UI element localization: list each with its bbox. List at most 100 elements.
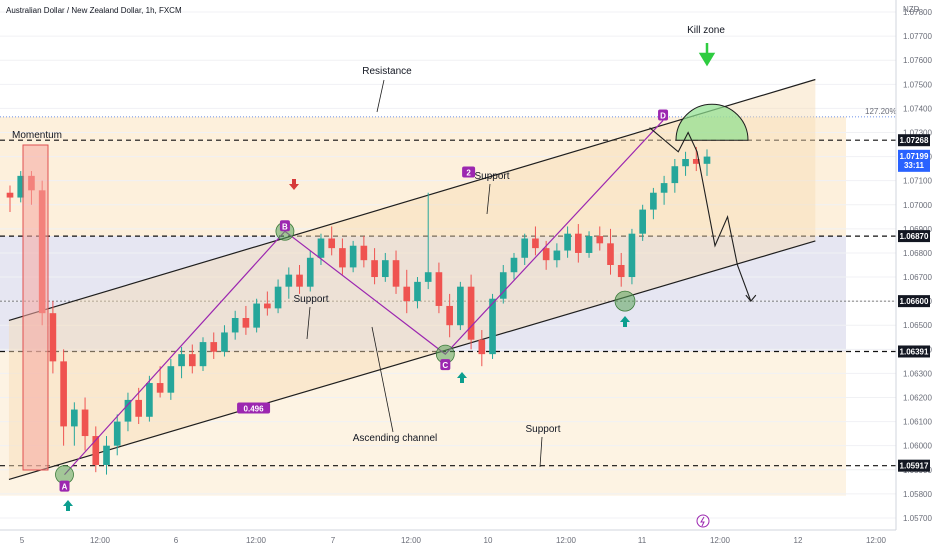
pattern-point-tag: [59, 480, 70, 492]
price-tick-label: 1.06100: [903, 418, 932, 427]
candle-body: [17, 175, 25, 198]
candle-body: [703, 156, 711, 164]
price-level-tag-label: 1.05917: [900, 462, 929, 471]
price-tick-label: 1.07100: [903, 177, 932, 186]
candle-body: [6, 192, 14, 198]
candle-body: [221, 332, 228, 352]
price-tick-label: 1.07300: [903, 129, 932, 138]
price-level-tag: [898, 295, 930, 308]
candle-body: [71, 409, 78, 427]
candle-body: [607, 243, 614, 265]
candle-body: [650, 192, 657, 210]
candle-body: [499, 272, 507, 299]
candle-body: [553, 250, 561, 261]
projection-arrow-icon: [745, 294, 757, 302]
channel-lower-line: [8, 240, 816, 480]
time-tick-label: 11: [638, 536, 647, 545]
event-icon[interactable]: [696, 514, 710, 528]
candle-body: [231, 318, 239, 333]
candle-body: [467, 286, 475, 340]
candle-body: [435, 272, 443, 306]
time-tick-label: 12:00: [556, 536, 577, 545]
candle-body: [617, 265, 625, 278]
time-tick-label: 12:00: [866, 536, 887, 545]
candle-body: [424, 272, 432, 282]
resistance-label: Resistance: [362, 66, 412, 77]
price-level-tag: [898, 230, 930, 243]
support-mid-label: Support: [293, 294, 328, 305]
price-tick-label: 1.05800: [903, 490, 932, 499]
blue-zone-fill: [0, 236, 846, 352]
pattern-point-tag: [440, 359, 451, 371]
support-top-label: Support: [474, 171, 509, 182]
up-arrow-icon: [457, 372, 467, 383]
candle-body: [349, 245, 357, 268]
candle-body: [639, 209, 646, 234]
candle-body: [692, 159, 700, 164]
candle-body: [188, 354, 196, 367]
abcd-pattern-line: [64, 120, 664, 475]
candle-body: [532, 238, 539, 249]
candle-body: [81, 409, 89, 437]
price-tick-label: 1.06900: [903, 225, 932, 234]
candle-body: [381, 260, 389, 278]
price-tick-label: 1.06700: [903, 273, 932, 282]
candle-body: [49, 313, 57, 362]
time-tick-label: 12:00: [710, 536, 731, 545]
pattern-point-tag: [279, 220, 290, 232]
price-level-tag: [898, 459, 930, 472]
price-level-tag: [898, 345, 930, 358]
candle-body: [446, 305, 453, 326]
candle-body: [564, 233, 571, 251]
candle-body: [521, 238, 529, 258]
down-arrow-icon: [289, 179, 299, 190]
candle-body: [339, 248, 346, 268]
up-arrow-icon: [63, 500, 73, 511]
time-tick-label: 7: [331, 536, 336, 545]
candle-body: [103, 445, 110, 465]
ratio-tag: [462, 166, 476, 178]
time-axis-bg: [0, 530, 932, 550]
price-tick-label: 1.07800: [903, 8, 932, 17]
lower-zone-fill: [0, 351, 846, 496]
price-tick-label: 1.06200: [903, 394, 932, 403]
candle-body: [242, 318, 250, 328]
candle-body: [510, 257, 518, 273]
up-arrow-icon: [620, 316, 630, 327]
time-tick-label: 12:00: [90, 536, 111, 545]
candle-body: [92, 436, 100, 465]
countdown-label: 33:11: [904, 161, 925, 170]
candle-body: [371, 260, 378, 278]
pattern-point-label: D: [660, 111, 666, 120]
ascending-channel-fill: [8, 79, 816, 480]
time-tick-label: 12:00: [246, 536, 267, 545]
candle-body: [671, 166, 679, 184]
price-tick-label: 1.06800: [903, 249, 932, 258]
time-tick-label: 10: [484, 536, 493, 545]
candle-body: [253, 303, 260, 328]
channel-upper-line: [8, 78, 816, 321]
kill-zone-label: Kill zone: [687, 25, 725, 36]
ascending-channel-label: Ascending channel: [353, 433, 438, 444]
candle-body: [360, 245, 368, 261]
candle-body: [328, 238, 336, 249]
pattern-point-tag: [658, 109, 669, 121]
price-tick-label: 1.06500: [903, 321, 932, 330]
candle-body: [296, 274, 303, 287]
candle-body: [167, 366, 175, 393]
candle-body: [156, 383, 164, 393]
ratio-tag: [237, 402, 271, 414]
retest-circle: [614, 290, 636, 312]
candle-body: [124, 399, 132, 422]
support-mid-pointer: [306, 306, 311, 340]
ratio-label: 2: [466, 168, 471, 177]
price-level-tag-label: 1.07268: [900, 136, 929, 145]
resistance-pointer: [376, 79, 385, 113]
candle-body: [478, 339, 486, 355]
projection-path: [649, 127, 752, 302]
support-bottom-label: Support: [525, 424, 560, 435]
candle-body: [306, 257, 314, 287]
candle-body: [392, 260, 400, 287]
candle-body: [414, 281, 421, 302]
